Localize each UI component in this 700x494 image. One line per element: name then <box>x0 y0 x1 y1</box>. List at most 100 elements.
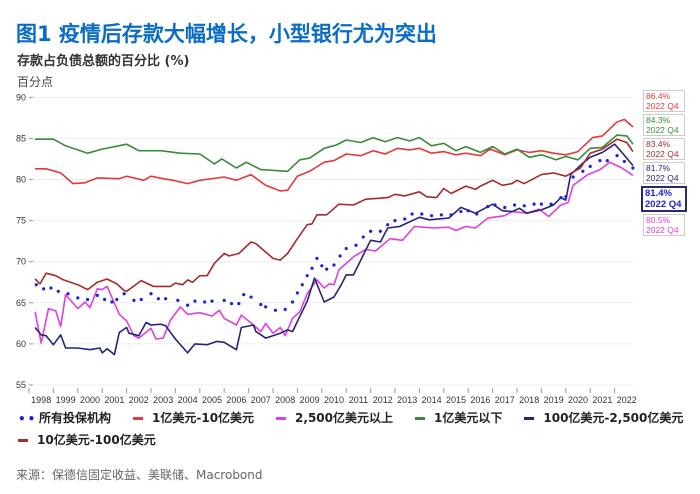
data-point <box>439 213 443 217</box>
data-point <box>315 256 319 261</box>
data-point <box>193 299 197 303</box>
x-tick-label: 2018 <box>519 395 539 405</box>
data-point <box>259 302 263 307</box>
callout-label: 80.5% 2022 Q4 <box>643 214 685 236</box>
data-point <box>486 205 490 209</box>
data-point <box>49 286 53 290</box>
callout-value: 80.5% <box>646 215 671 225</box>
x-tick-label: 2009 <box>300 395 320 405</box>
callout-label: 86.4% 2022 Q4 <box>643 90 685 112</box>
data-point <box>115 297 119 302</box>
callout-period: 2022 Q4 <box>646 173 679 183</box>
x-tick-label: 2003 <box>153 395 173 405</box>
data-point <box>588 164 592 168</box>
data-point <box>466 209 470 213</box>
x-tick-label: 2011 <box>349 395 368 405</box>
callout-period: 2022 Q4 <box>645 199 682 210</box>
callout-label: 81.7% 2022 Q4 <box>643 162 685 184</box>
x-tick-label: 2005 <box>202 395 222 405</box>
data-point <box>332 263 336 267</box>
x-tick-label: 2017 <box>495 395 515 405</box>
legend-label: 所有投保机构 <box>39 411 112 425</box>
legend-item: 1亿美元以下 <box>415 410 502 426</box>
data-point <box>615 154 619 158</box>
x-tick-label: 2007 <box>251 395 271 405</box>
data-point <box>564 195 568 199</box>
data-point <box>295 291 299 295</box>
x-tick-label: 2000 <box>80 395 100 405</box>
data-point <box>605 158 609 163</box>
y-tick-label: 90 <box>16 92 26 102</box>
data-point <box>290 300 295 304</box>
data-point <box>222 298 226 302</box>
data-point <box>475 212 479 216</box>
data-point <box>344 246 348 251</box>
data-point <box>512 203 517 207</box>
y-tick-label: 60 <box>16 339 26 349</box>
y-axis-unit: 百分点 <box>17 75 54 89</box>
callout-period: 2022 Q4 <box>646 101 679 111</box>
legend-item: •• 所有投保机构 <box>18 410 111 426</box>
data-point <box>34 283 38 287</box>
y-tick-label: 75 <box>16 216 26 226</box>
y-tick-label: 55 <box>16 380 26 390</box>
data-point <box>393 219 397 223</box>
x-tick-label: 2014 <box>422 395 442 405</box>
series-line-2 <box>34 161 634 344</box>
data-point <box>264 305 268 309</box>
data-point <box>305 274 309 278</box>
x-tick-label: 2020 <box>568 395 588 405</box>
x-tick-label: 2019 <box>544 395 564 405</box>
data-point <box>459 209 463 214</box>
data-point <box>149 292 153 296</box>
data-point <box>242 292 246 297</box>
legend: •• 所有投保机构 1亿美元-10亿美元 2,500亿美元以上 1亿美元以下 100亿美元… <box>18 410 694 448</box>
data-point <box>522 204 526 208</box>
data-point <box>156 297 160 301</box>
series-line-1 <box>35 118 634 192</box>
data-point <box>532 202 536 206</box>
data-point <box>95 293 99 298</box>
data-point <box>164 297 168 301</box>
legend-line-swatch <box>415 417 426 420</box>
data-point <box>369 229 373 233</box>
data-point <box>549 202 553 206</box>
data-point <box>186 303 190 307</box>
data-point <box>571 175 575 179</box>
x-tick-label: 2016 <box>470 395 490 405</box>
data-point <box>622 159 626 164</box>
callout-label: 84.3% 2022 Q4 <box>643 114 685 136</box>
data-point <box>122 292 126 296</box>
legend-label: 2,500亿美元以上 <box>295 411 394 425</box>
data-point <box>559 195 563 200</box>
data-point <box>300 283 304 287</box>
legend-item: 100亿美元-2,500亿美元 <box>524 410 683 426</box>
legend-line-swatch <box>133 417 144 420</box>
y-tick-label: 70 <box>16 257 26 267</box>
data-point <box>320 264 324 268</box>
data-point <box>283 307 287 311</box>
data-point <box>403 217 407 221</box>
callout-value: 81.4% <box>645 188 672 199</box>
y-tick-label: 65 <box>16 298 26 308</box>
data-point <box>539 202 544 206</box>
series-line-4 <box>34 143 634 356</box>
callout-value: 84.3% <box>646 115 671 125</box>
legend-line-swatch <box>18 439 28 442</box>
callout-period: 2022 Q4 <box>646 125 679 135</box>
data-point <box>631 166 635 170</box>
callout-value: 81.7% <box>646 163 671 173</box>
series-line-5 <box>34 138 634 293</box>
legend-item: 2,500亿美元以上 <box>276 410 393 426</box>
data-point <box>420 212 424 216</box>
series-line-3 <box>35 134 634 173</box>
data-point <box>361 235 365 239</box>
legend-label: 100亿美元-2,500亿美元 <box>543 411 684 425</box>
data-point <box>139 297 143 302</box>
data-point <box>103 297 107 302</box>
data-point <box>56 289 60 293</box>
callout-period: 2022 Q4 <box>646 225 679 235</box>
x-tick-label: 2021 <box>592 395 612 405</box>
legend-item: 1亿美元-10亿美元 <box>133 410 254 426</box>
data-point <box>354 243 358 247</box>
